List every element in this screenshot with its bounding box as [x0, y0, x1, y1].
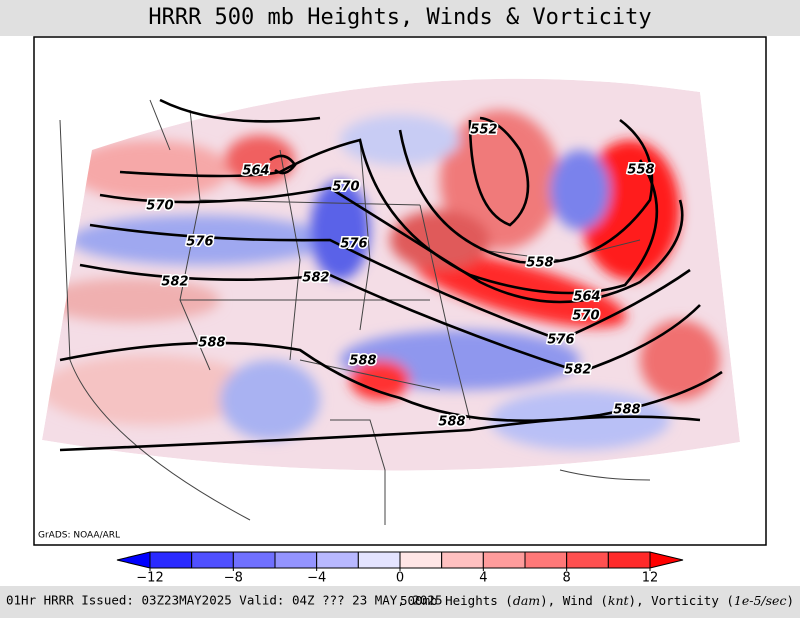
title-bar [0, 0, 800, 36]
colorbar-tick-label: 0 [396, 571, 404, 586]
colorbar-segment [191, 551, 234, 569]
colorbar-end [649, 551, 684, 569]
colorbar: −12 −8 −4 0 4 8 12 [116, 551, 684, 586]
colorbar-segment [149, 551, 193, 569]
colorbar-segment [274, 551, 318, 569]
footer-left: 01Hr HRRR Issued: 03Z23MAY2025 Valid: 04… [6, 593, 443, 608]
credit: GrADS: NOAA/ARL [38, 531, 120, 541]
colorbar-segment [399, 551, 443, 569]
footer-right: 500mb Heights (dam), Wind (knt), Vortici… [400, 593, 794, 608]
contour-label: 582 [302, 271, 329, 286]
colorbar-tick-label: −4 [307, 571, 326, 586]
colorbar-segment [316, 551, 359, 569]
colorbar-segment [232, 551, 276, 569]
contour-label: 558 [526, 256, 553, 271]
colorbar-tick-label: −12 [136, 571, 163, 586]
contour-label: 576 [186, 235, 213, 250]
colorbar-segment [566, 551, 609, 569]
contour-label: 564 [242, 164, 269, 179]
contour-label: 588 [198, 336, 225, 351]
footer-right-part: dam [513, 593, 540, 608]
footer-right-part: 1e-5/sec [734, 593, 787, 608]
contour-label: 588 [613, 403, 640, 418]
contour-label: 582 [564, 363, 591, 378]
colorbar-segment [524, 551, 568, 569]
height-contours [59, 98, 723, 452]
contour-label: 588 [438, 415, 465, 430]
colorbar-segment [357, 551, 401, 569]
footer-bar [0, 586, 800, 618]
contour-label: 576 [340, 237, 367, 252]
contour-label: 558 [627, 163, 654, 178]
colorbar-tick-label: 4 [479, 571, 487, 586]
footer-right-part: ), Wind ( [540, 593, 608, 608]
colorbar-segment [482, 551, 526, 569]
colorbar-segment [441, 551, 484, 569]
colorbar-tick-label: 8 [563, 571, 571, 586]
footer-right-part: ) [786, 593, 794, 608]
colorbar-tick-label: −8 [224, 571, 243, 586]
colorbar-end [116, 551, 151, 569]
contour-label: 582 [161, 275, 188, 290]
contour-label: 588 [349, 354, 376, 369]
colorbar-segment [607, 551, 651, 569]
title: HRRR 500 mb Heights, Winds & Vorticity [148, 5, 651, 30]
footer-right-part: knt [608, 593, 630, 608]
contour-label: 564 [573, 290, 600, 305]
contour-label: 552 [470, 123, 497, 138]
footer-right-part: 500mb Heights ( [400, 593, 513, 608]
contour-label: 570 [146, 199, 173, 214]
contour-label: 570 [332, 180, 359, 195]
contour-label: 576 [547, 333, 574, 348]
footer-right-part: ), Vorticity ( [629, 593, 734, 608]
contour-labels: 552 558 564 570 570 576 576 558 582 582 564 570 576 5… [145, 121, 656, 431]
colorbar-tick-label: 12 [642, 571, 659, 586]
contour-label: 570 [572, 309, 599, 324]
